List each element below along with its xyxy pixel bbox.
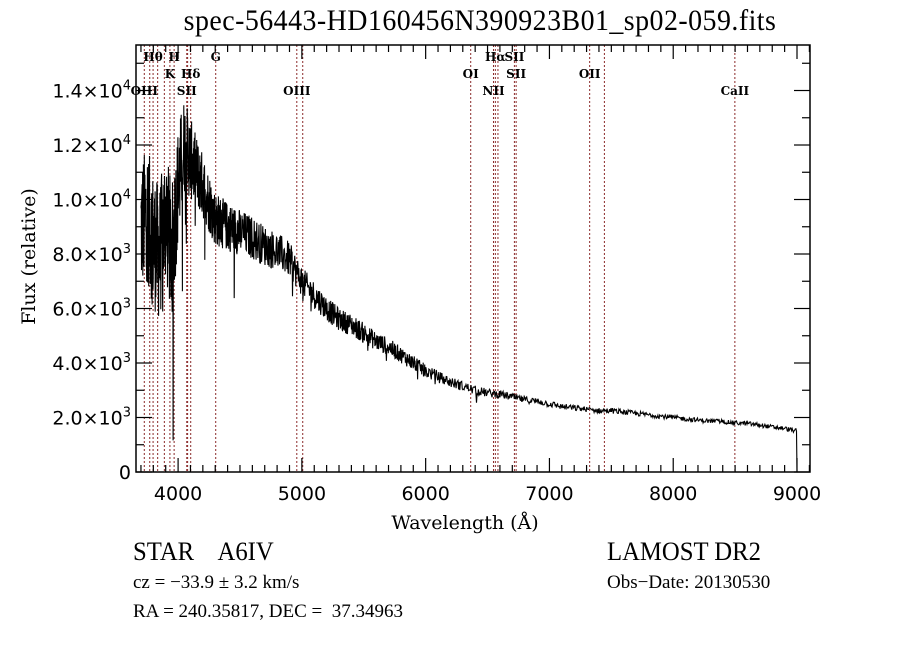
ra-dec-label: RA = 240.35817, DEC = 37.34963 [133, 601, 404, 622]
spectrum-series [140, 105, 798, 473]
x-tick-label: 7000 [525, 483, 573, 505]
spectral-line-label: Hδ [181, 67, 200, 81]
redshift-label: cz = −33.9 ± 3.2 km/s [133, 572, 300, 593]
y-tick-label: 6.0×103 [52, 297, 131, 321]
spectral-line-label: OIII [283, 84, 311, 98]
axis-ticks [136, 45, 810, 473]
spectral-line-label: CaII [721, 84, 750, 98]
spectral-line-label: Hθ [143, 50, 162, 64]
x-tick-label: 6000 [401, 483, 449, 505]
spectral-line-label: OIII [131, 84, 159, 98]
spectral-line-label: SII [506, 67, 526, 81]
y-tick-label: 8.0×103 [52, 242, 131, 266]
spectral-line-label: SII [177, 84, 197, 98]
obs-date-label: Obs−Date: 20130530 [607, 572, 771, 593]
spectral-line-label: Hα [485, 50, 506, 64]
y-tick-label: 0 [119, 462, 131, 484]
spectrum-line [140, 105, 798, 473]
survey-label: LAMOST DR2 [607, 537, 761, 566]
spectral-line-label: K [165, 67, 176, 81]
x-tick-labels: 4000 5000 6000 7000 8000 9000 [154, 483, 821, 505]
x-tick-label: 8000 [649, 483, 697, 505]
x-tick-label: 9000 [773, 483, 821, 505]
spectral-line-label: OII [579, 67, 601, 81]
plot-frame [135, 44, 811, 473]
spectral-line-label: NII [482, 84, 505, 98]
chart-title: spec-56443-HD160456N390923B01_sp02-059.f… [183, 4, 777, 37]
y-tick-labels: 0 2.0×103 4.0×103 6.0×103 8.0×103 1.0×104 1.2×… [52, 79, 131, 484]
x-tick-label: 4000 [154, 483, 202, 505]
y-tick-label: 1.2×104 [52, 133, 131, 157]
y-tick-label: 4.0×103 [52, 351, 131, 375]
x-tick-label: 5000 [278, 483, 326, 505]
y-tick-label: 2.0×103 [52, 406, 131, 430]
y-tick-label: 1.4×104 [52, 79, 131, 103]
star-type-label: STAR A6IV [133, 537, 274, 566]
x-axis-title: Wavelength (Å) [391, 512, 538, 534]
spectral-line-label: H [168, 50, 179, 64]
y-axis-title: Flux (relative) [18, 188, 40, 325]
spectral-line-label: G [211, 50, 221, 64]
spectral-line-label: OI [463, 67, 479, 81]
spectral-marker-lines [143, 45, 736, 472]
y-tick-label: 1.0×104 [52, 188, 131, 212]
spectral-line-label: SII [504, 50, 524, 64]
